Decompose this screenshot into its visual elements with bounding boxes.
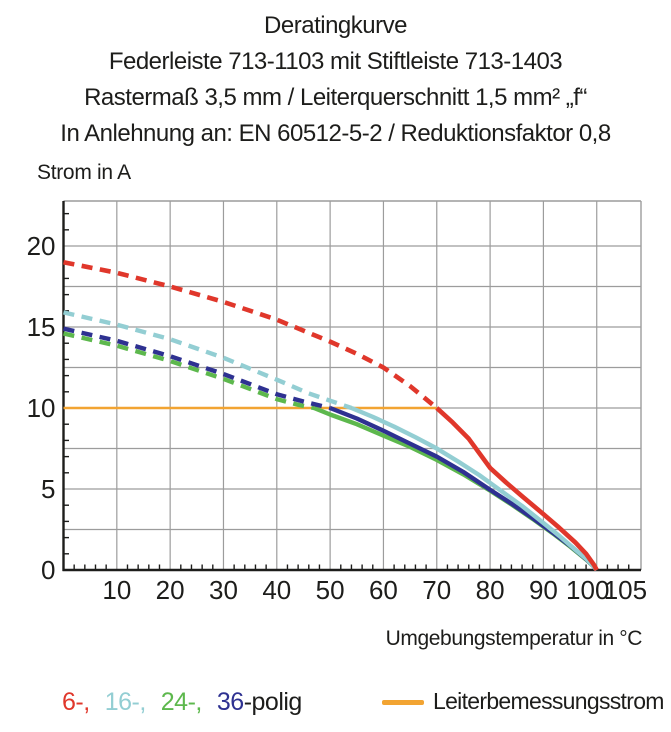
legend-polig-suffix: -polig [243, 688, 303, 716]
svg-text:50: 50 [316, 575, 345, 605]
series-24-polig [63, 331, 315, 411]
grid-lines [63, 200, 642, 570]
title-line-1: Deratingkurve [264, 12, 407, 39]
svg-text:40: 40 [262, 575, 291, 605]
x-axis-caption: Umgebungstemperatur in °C [385, 627, 643, 650]
legend-item-36polig: 36 [216, 688, 244, 716]
chart-title-block: Deratingkurve Federleiste 713-1103 mit S… [0, 8, 671, 152]
svg-text:90: 90 [529, 575, 558, 605]
svg-text:105: 105 [604, 575, 647, 605]
series-6-polig [435, 406, 599, 572]
svg-text:80: 80 [476, 575, 505, 605]
title-line-4: In Anlehnung an: EN 60512-5-2 / Reduktio… [60, 120, 611, 147]
svg-text:5: 5 [41, 474, 55, 504]
svg-text:20: 20 [156, 575, 185, 605]
title-line-3: Rastermaß 3,5 mm / Leiterquerschnitt 1,5… [84, 84, 587, 111]
series-16-polig [350, 405, 599, 572]
svg-text:10: 10 [102, 575, 131, 605]
svg-text:60: 60 [369, 575, 398, 605]
svg-text:70: 70 [422, 575, 451, 605]
curve-series [63, 259, 599, 572]
legend-item-16polig: 16-, [104, 688, 147, 716]
svg-text:15: 15 [27, 312, 56, 342]
svg-text:20: 20 [27, 231, 56, 261]
series-6-polig [63, 259, 439, 410]
pole-count-legend: 6-, 16-, 24-, 36 -polig [62, 688, 302, 717]
svg-text:0: 0 [41, 555, 55, 585]
title-line-2: Federleiste 713-1103 mit Stiftleiste 713… [108, 48, 563, 75]
legend-item-24polig: 24-, [160, 688, 203, 716]
series-16-polig [63, 310, 353, 411]
series-36-polig [63, 326, 331, 411]
svg-text:30: 30 [209, 575, 238, 605]
svg-text:10: 10 [27, 393, 56, 423]
svg-text:100: 100 [566, 575, 609, 605]
y-axis-caption: Strom in A [37, 161, 131, 184]
legend-item-6polig: 6-, [62, 688, 90, 716]
leiterbemessungsstrom-label: Leiterbemessungsstrom [433, 688, 664, 714]
axis-lines [62, 201, 641, 572]
leiterbemessungsstrom-line-swatch [382, 700, 424, 705]
